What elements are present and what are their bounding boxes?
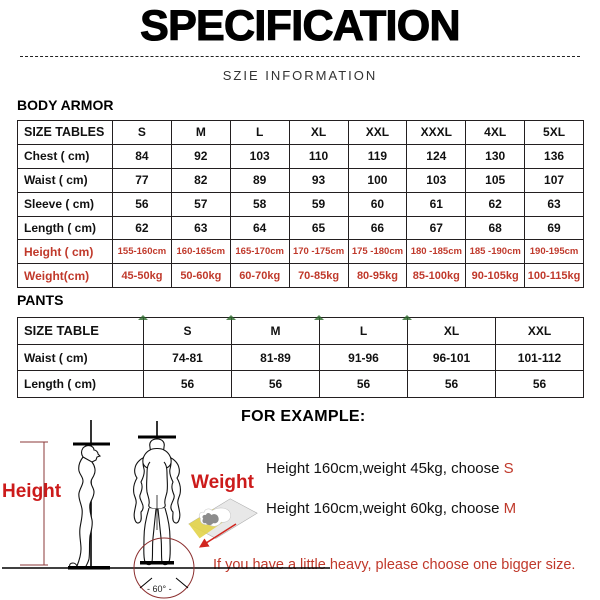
svg-text:- 60° -: - 60° - [147,584,172,594]
svg-text:Height: Height [2,481,62,502]
svg-text:Weight: Weight [191,472,255,493]
